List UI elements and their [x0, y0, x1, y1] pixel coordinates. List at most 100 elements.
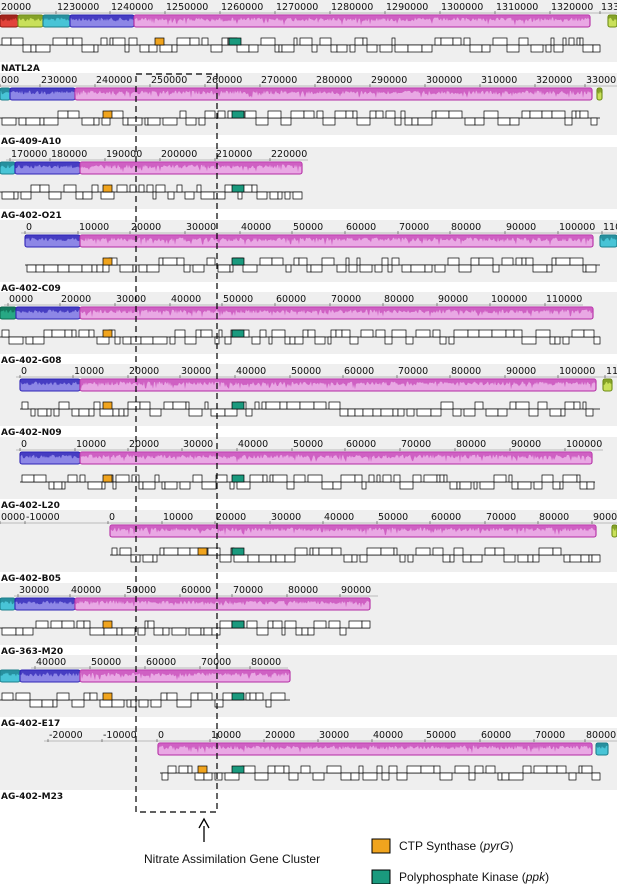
gene-box	[53, 481, 63, 490]
gene-box	[189, 37, 200, 46]
gene-box	[153, 627, 164, 636]
magenta-lcb-block	[74, 597, 371, 611]
ruler-tick-label: 0000	[1, 512, 25, 523]
gene-box	[474, 401, 484, 410]
gene-box	[359, 264, 373, 273]
gene-annotation-row	[20, 401, 600, 417]
gene-box	[303, 110, 315, 119]
gene-box	[366, 44, 378, 53]
similarity-profile	[80, 452, 592, 463]
gene-box	[582, 401, 587, 410]
gene-box	[518, 37, 529, 46]
gene-box	[354, 37, 364, 46]
gene-box	[576, 37, 581, 46]
ruler-tick-label: 100000	[559, 222, 595, 233]
gene-box	[391, 37, 396, 46]
gene-box	[259, 329, 267, 338]
ruler-tick-label: 10000	[74, 366, 104, 377]
gene-box	[119, 264, 134, 273]
gene-box	[118, 408, 125, 417]
gene-annotation-row	[25, 257, 600, 273]
gene-box	[213, 191, 226, 200]
gene-box	[340, 474, 356, 483]
gene-box	[440, 37, 454, 46]
ruler-tick-label: 240000	[96, 75, 132, 86]
gene-box	[456, 481, 461, 490]
gene-box	[224, 408, 238, 417]
gene-box	[506, 44, 520, 53]
gene-box	[61, 481, 66, 490]
gene-box	[56, 692, 70, 701]
gene-box	[100, 191, 115, 200]
gene-box	[249, 692, 257, 701]
ppk-gene	[231, 547, 245, 556]
gene-box	[35, 264, 45, 273]
gene-box	[551, 257, 557, 266]
gene-box	[162, 257, 178, 266]
ppk-gene	[231, 257, 245, 266]
ruler-tick-label: 20000	[129, 439, 159, 450]
gene-box	[91, 264, 98, 273]
gene-box	[497, 117, 511, 126]
similarity-profile	[80, 307, 593, 318]
magenta-lcb-block	[79, 161, 303, 175]
blue-lcb-block	[24, 234, 81, 248]
gene-box	[416, 408, 432, 417]
gene-box	[563, 554, 571, 563]
gene-box	[391, 329, 407, 338]
similarity-profile	[0, 598, 15, 605]
ruler-tick-label: 40000	[324, 512, 354, 523]
gene-box	[381, 257, 389, 266]
gene-box	[434, 37, 442, 46]
gene-box	[218, 329, 223, 338]
gene-box	[88, 329, 95, 338]
similarity-profile	[603, 379, 612, 385]
gene-box	[521, 110, 531, 119]
lime-lcb-block	[596, 87, 603, 101]
gene-box	[362, 37, 368, 46]
gene-box	[384, 336, 393, 345]
gene-box	[345, 257, 350, 266]
gene-box	[431, 110, 437, 119]
gene-box	[248, 44, 259, 53]
gene-box	[152, 554, 158, 563]
gene-box	[43, 264, 59, 273]
gene-box	[582, 44, 594, 53]
gene-box	[330, 44, 338, 53]
gene-box	[265, 401, 281, 410]
gene-box	[148, 44, 158, 53]
gene-box	[556, 765, 567, 774]
gene-annotation-row	[0, 110, 600, 126]
gene-box	[188, 408, 203, 417]
gene-box	[8, 336, 24, 345]
gene-box	[200, 329, 213, 338]
gene-box	[401, 264, 412, 273]
gene-box	[50, 620, 63, 629]
gene-box	[271, 329, 286, 338]
similarity-profile	[43, 15, 70, 22]
gene-box	[454, 765, 470, 774]
gene-box	[128, 37, 138, 46]
blue-lcb-block	[14, 161, 81, 175]
ruler-tick-label: 60000	[276, 294, 306, 305]
ruler-tick-label: 30000	[186, 222, 216, 233]
gene-box	[197, 692, 213, 701]
gene-box	[138, 699, 149, 708]
gene-box	[254, 772, 269, 781]
gene-box	[375, 329, 386, 338]
gene-box	[336, 44, 348, 53]
genome-panel: 20000 1230000 1240000 1250000 1260000 1270000…	[0, 0, 617, 74]
gene-box	[396, 772, 408, 781]
gene-box	[559, 481, 564, 490]
gene-box	[147, 117, 161, 126]
similarity-profile	[597, 88, 602, 95]
blue-lcb-block	[69, 14, 135, 28]
gene-box	[449, 554, 455, 563]
gene-box	[115, 474, 130, 483]
ruler-tick-label: 40000	[238, 439, 268, 450]
gene-box	[203, 772, 213, 781]
gene-box	[161, 772, 169, 781]
genome-panel: 40000 50000 60000 70000 80000 AG-402-E17	[0, 655, 617, 729]
gene-box	[400, 110, 406, 119]
